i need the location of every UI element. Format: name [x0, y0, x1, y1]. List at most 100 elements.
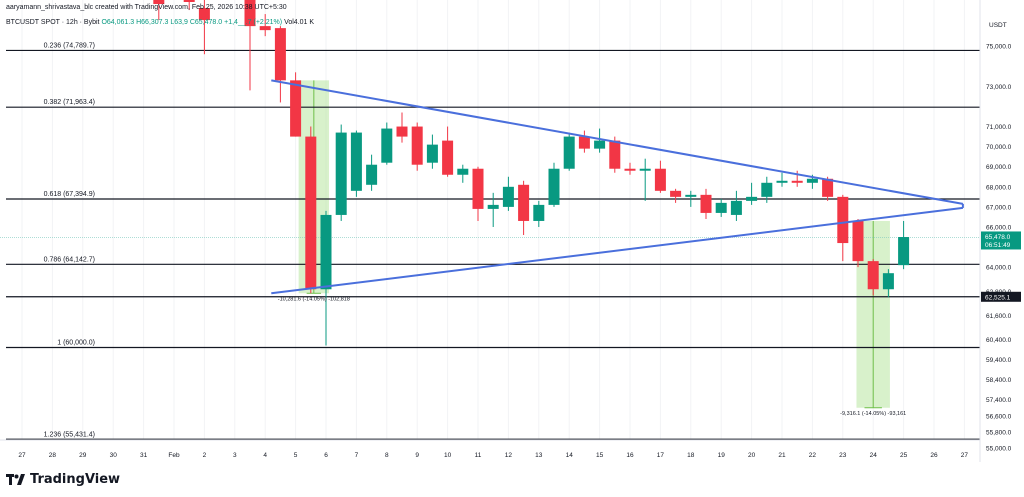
time-tick-label: 22	[809, 452, 817, 459]
candle-down	[198, 8, 210, 21]
measure-labels: -10,281.6 (-14.05%) -102,818 -9,316.1 (-1…	[278, 296, 906, 416]
symbol-legend[interactable]: BTCUSDT SPOT · 12h · Bybit O64,061.3 H66…	[6, 19, 314, 26]
time-tick-label: 21	[778, 452, 786, 459]
candle-up	[533, 204, 545, 221]
candle-down	[700, 194, 712, 213]
candle-up	[806, 178, 818, 183]
candlesticks	[153, 0, 910, 346]
currency-label: USDT	[989, 22, 1007, 29]
trendline-upper	[271, 79, 964, 205]
candle-down	[654, 168, 666, 191]
time-tick-label: 28	[49, 452, 57, 459]
price-axis[interactable]: 75,000.0 73,000.0 71,000.0 70,000.0 69,000.0…	[986, 44, 1012, 453]
tradingview-logo[interactable]: TradingView	[6, 472, 120, 487]
price-tick-label: 58,400.0	[986, 377, 1012, 384]
ohlc-open: O64,061.3	[101, 19, 135, 26]
candle-down	[578, 136, 590, 149]
candle-down	[624, 168, 636, 171]
candle-down	[305, 136, 317, 290]
time-tick-label: 20	[748, 452, 756, 459]
candle-down	[183, 0, 195, 3]
time-tick-label: 9	[415, 452, 419, 459]
candle-up	[457, 168, 469, 175]
time-tick-label: 3	[233, 452, 237, 459]
time-axis[interactable]: 27 28 29 30 31 Feb 2 3 4 5 6 7 8 9 10 11 12 13 14 15 16 17 18 1…	[18, 452, 968, 459]
price-tick-label: 56,600.0	[986, 413, 1012, 420]
candle-down	[259, 26, 271, 31]
triangle-trendlines[interactable]	[271, 79, 964, 295]
time-tick-label: 7	[355, 452, 359, 459]
chart-credit: aaryamann_shrivastava_blc created with T…	[6, 4, 287, 11]
fib-level-label: 0.382 (71,963.4)	[44, 99, 95, 106]
candle-down	[274, 28, 286, 81]
last-price-label: 65,478.0	[985, 234, 1011, 241]
candle-up	[426, 144, 438, 163]
candle-down	[852, 220, 864, 262]
tradingview-logo-text: TradingView	[30, 472, 121, 487]
time-tick-label: 29	[79, 452, 87, 459]
candle-up	[381, 128, 393, 163]
price-tick-label: 70,000.0	[986, 144, 1012, 151]
time-tick-label: 27	[18, 452, 26, 459]
time-tick-label: 5	[294, 452, 298, 459]
candle-up	[898, 237, 910, 266]
time-tick-label: 11	[475, 452, 482, 459]
fib-level-label: 0.618 (67,394.9)	[44, 191, 95, 198]
price-tick-label: 66,000.0	[986, 224, 1012, 231]
candle-up	[639, 168, 651, 171]
time-tick-label: 4	[263, 452, 267, 459]
time-tick-label: 2	[203, 452, 207, 459]
candle-up	[761, 182, 773, 197]
time-tick-label: 12	[505, 452, 513, 459]
price-tick-label: 68,000.0	[986, 184, 1012, 191]
ohlc-high: H66,307.3	[136, 19, 169, 26]
candle-up	[715, 202, 727, 213]
fib-level-label: 0.786 (64,142.7)	[44, 256, 95, 263]
candle-up	[320, 214, 332, 290]
tradingview-logo-icon	[6, 473, 25, 485]
price-tags: 62,525.1 65,478.006:51:49	[981, 231, 1021, 302]
level-tag-label: 62,525.1	[985, 294, 1011, 301]
price-tick-label: 73,000.0	[986, 84, 1012, 91]
time-tick-label: 13	[535, 452, 543, 459]
symbol-name[interactable]: BTCUSDT SPOT · 12h · Bybit	[6, 19, 100, 26]
candle-up	[487, 204, 499, 209]
candle-down	[791, 180, 803, 183]
price-tick-label: 60,400.0	[986, 337, 1012, 344]
candle-down	[867, 261, 879, 290]
price-tick-label: 57,400.0	[986, 397, 1012, 404]
ohlc-low: L63,9	[170, 19, 188, 26]
candle-up	[350, 132, 362, 191]
time-tick-label: 15	[596, 452, 604, 459]
volume-value: Vol4.01 K	[284, 19, 315, 26]
candle-up	[502, 186, 514, 207]
time-tick-label: 14	[566, 452, 574, 459]
last-price-countdown: 06:51:49	[985, 242, 1011, 249]
time-tick-label: 27	[961, 452, 969, 459]
trendline-lower	[271, 206, 964, 295]
candle-up	[685, 194, 697, 197]
time-tick-label: 6	[324, 452, 328, 459]
candle-up	[882, 273, 894, 290]
candle-up	[548, 168, 560, 205]
price-change: +1,4__.7 (+2.21%)	[224, 19, 283, 26]
candle-down	[153, 0, 165, 5]
time-tick-label: 23	[839, 452, 847, 459]
candle-down	[411, 126, 423, 165]
fib-level-label: 0.236 (74,789.7)	[44, 42, 95, 49]
level-tag	[981, 291, 1021, 302]
candle-down	[244, 0, 256, 27]
candle-up	[594, 140, 606, 149]
candle-up	[366, 164, 378, 185]
price-tick-label: 69,000.0	[986, 164, 1012, 171]
candle-up	[563, 136, 575, 169]
candle-down	[837, 196, 849, 244]
candle-up	[730, 200, 742, 215]
price-tick-label: 55,000.0	[986, 445, 1012, 452]
ohlc-close: C65,478.0	[189, 19, 223, 26]
time-tick-label: 10	[444, 452, 452, 459]
time-tick-label: 8	[385, 452, 389, 459]
price-tick-label: 61,600.0	[986, 313, 1012, 320]
candle-up	[776, 180, 788, 183]
